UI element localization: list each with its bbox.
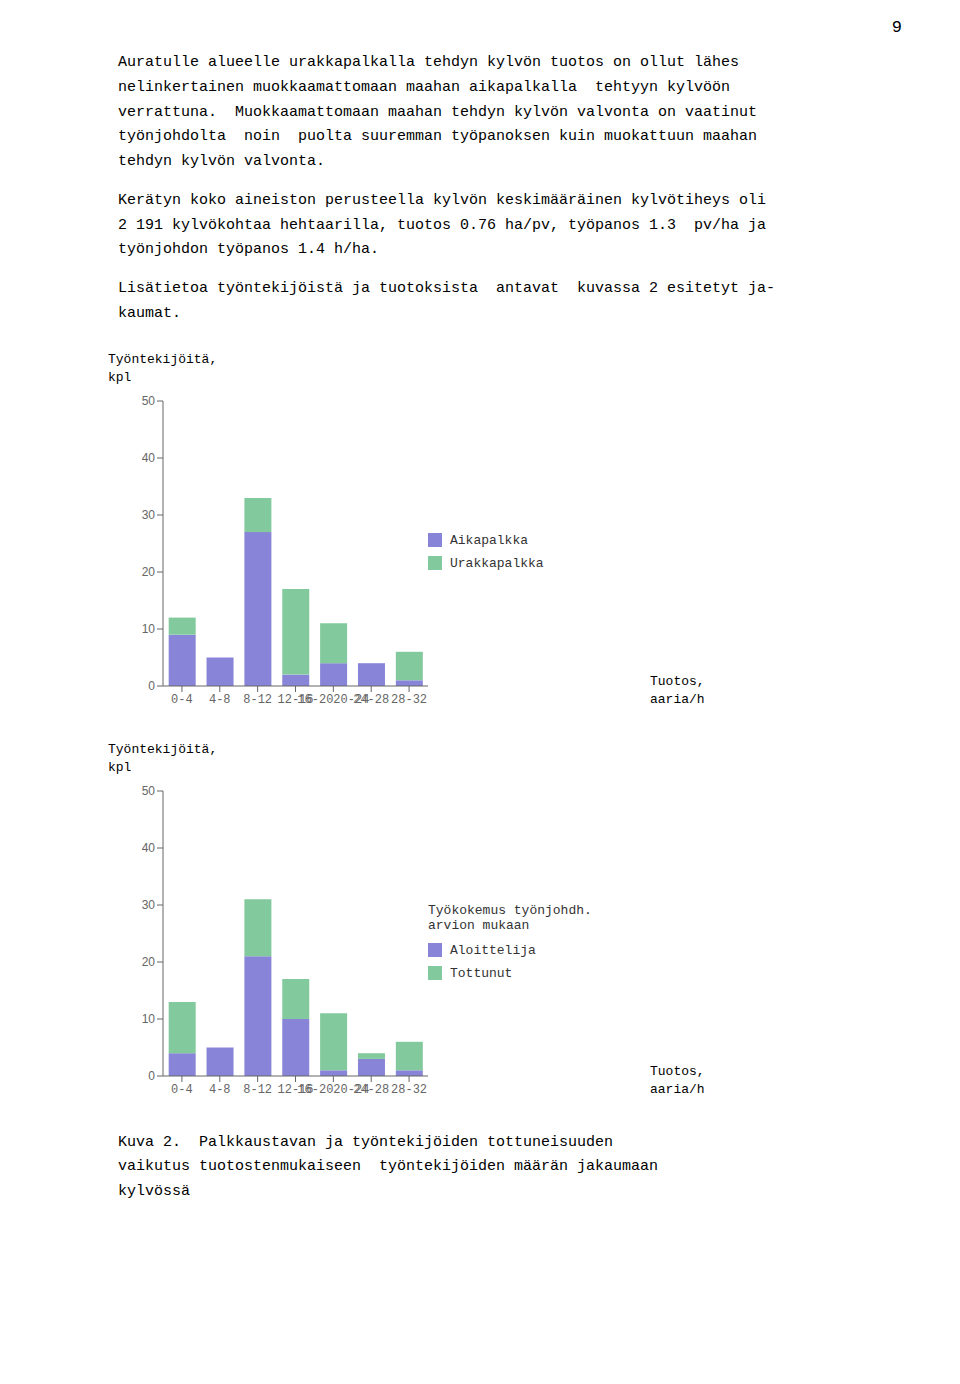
- svg-text:8-12: 8-12: [243, 692, 272, 706]
- svg-text:24-28: 24-28: [353, 1082, 389, 1096]
- svg-text:40: 40: [142, 841, 156, 855]
- html-text:Urakkapalkka: Urakkapalkka: [450, 555, 544, 571]
- svg-text:20: 20: [142, 955, 156, 969]
- svg-text:28-32: 28-32: [391, 1082, 427, 1096]
- svg-text:28-32: 28-32: [391, 692, 427, 706]
- html-text:Työntekijöitä, kpl: Työntekijöitä, kpl: [108, 351, 218, 385]
- html-text:Tuotos, aaria/h: Tuotos, aaria/h: [650, 1063, 705, 1097]
- svg-text:50: 50: [142, 394, 156, 408]
- svg-text:0: 0: [148, 679, 155, 693]
- html-text:Työkokemus työnjohdh. arvion m: Työkokemus työnjohdh. arvion mukaan: [428, 902, 592, 933]
- html-text:Kuva 2. Palkkaustavan ja työnt: Kuva 2. Palkkaustavan ja työntekijöiden …: [118, 1133, 659, 1200]
- svg-text:0: 0: [148, 1069, 155, 1083]
- html-text:Kerätyn koko aineiston peruste: Kerätyn koko aineiston perusteella kylvö…: [118, 191, 767, 259]
- html-text:Tottunut: Tottunut: [450, 965, 513, 981]
- svg-text:12-16: 12-16: [277, 692, 314, 706]
- html-text:Auratulle alueelle urakkapalka: Auratulle alueelle urakkapalkalla tehdyn…: [118, 54, 758, 170]
- svg-text:16-2020-24: 16-2020-24: [297, 692, 370, 706]
- svg-text:0-4: 0-4: [171, 692, 193, 706]
- svg-text:24-28: 24-28: [353, 692, 389, 706]
- svg-text:30: 30: [142, 898, 156, 912]
- svg-text:50: 50: [142, 784, 156, 798]
- svg-text:16-2020-24: 16-2020-24: [297, 1082, 370, 1096]
- svg-text:8-12: 8-12: [243, 1082, 272, 1096]
- svg-text:4-8: 4-8: [209, 692, 231, 706]
- svg-text:20: 20: [142, 565, 156, 579]
- html-text:Tuotos, aaria/h: Tuotos, aaria/h: [650, 673, 705, 707]
- html-text:9: 9: [891, 18, 902, 37]
- html-text:Lisätietoa työntekijöistä ja t: Lisätietoa työntekijöistä ja tuotoksista…: [118, 280, 776, 322]
- svg-text:4-8: 4-8: [209, 1082, 231, 1096]
- svg-text:0-4: 0-4: [171, 1082, 193, 1096]
- html-text:Työntekijöitä, kpl: Työntekijöitä, kpl: [108, 741, 218, 775]
- svg-text:12-16: 12-16: [277, 1082, 314, 1096]
- html-text:Aloittelija: Aloittelija: [450, 942, 536, 958]
- svg-text:30: 30: [142, 508, 156, 522]
- html-text:Aikapalkka: Aikapalkka: [450, 532, 528, 548]
- svg-text:10: 10: [142, 1012, 156, 1026]
- svg-text:10: 10: [142, 622, 156, 636]
- svg-text:40: 40: [142, 451, 156, 465]
